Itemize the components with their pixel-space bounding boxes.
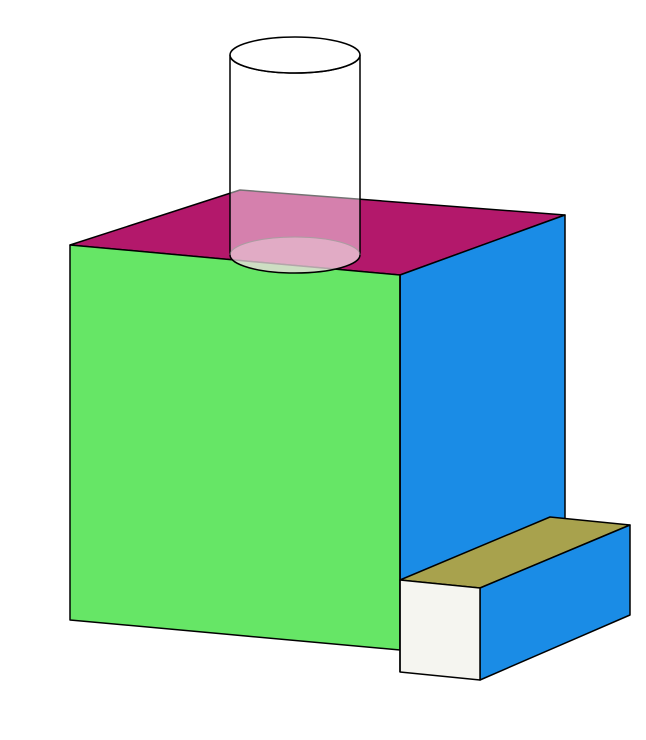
cylinder-top-cap — [230, 37, 360, 73]
diagram-canvas — [0, 0, 646, 740]
step-front-face — [400, 580, 480, 680]
cylinder-side — [230, 55, 360, 273]
large-cube-front-face — [70, 245, 400, 650]
